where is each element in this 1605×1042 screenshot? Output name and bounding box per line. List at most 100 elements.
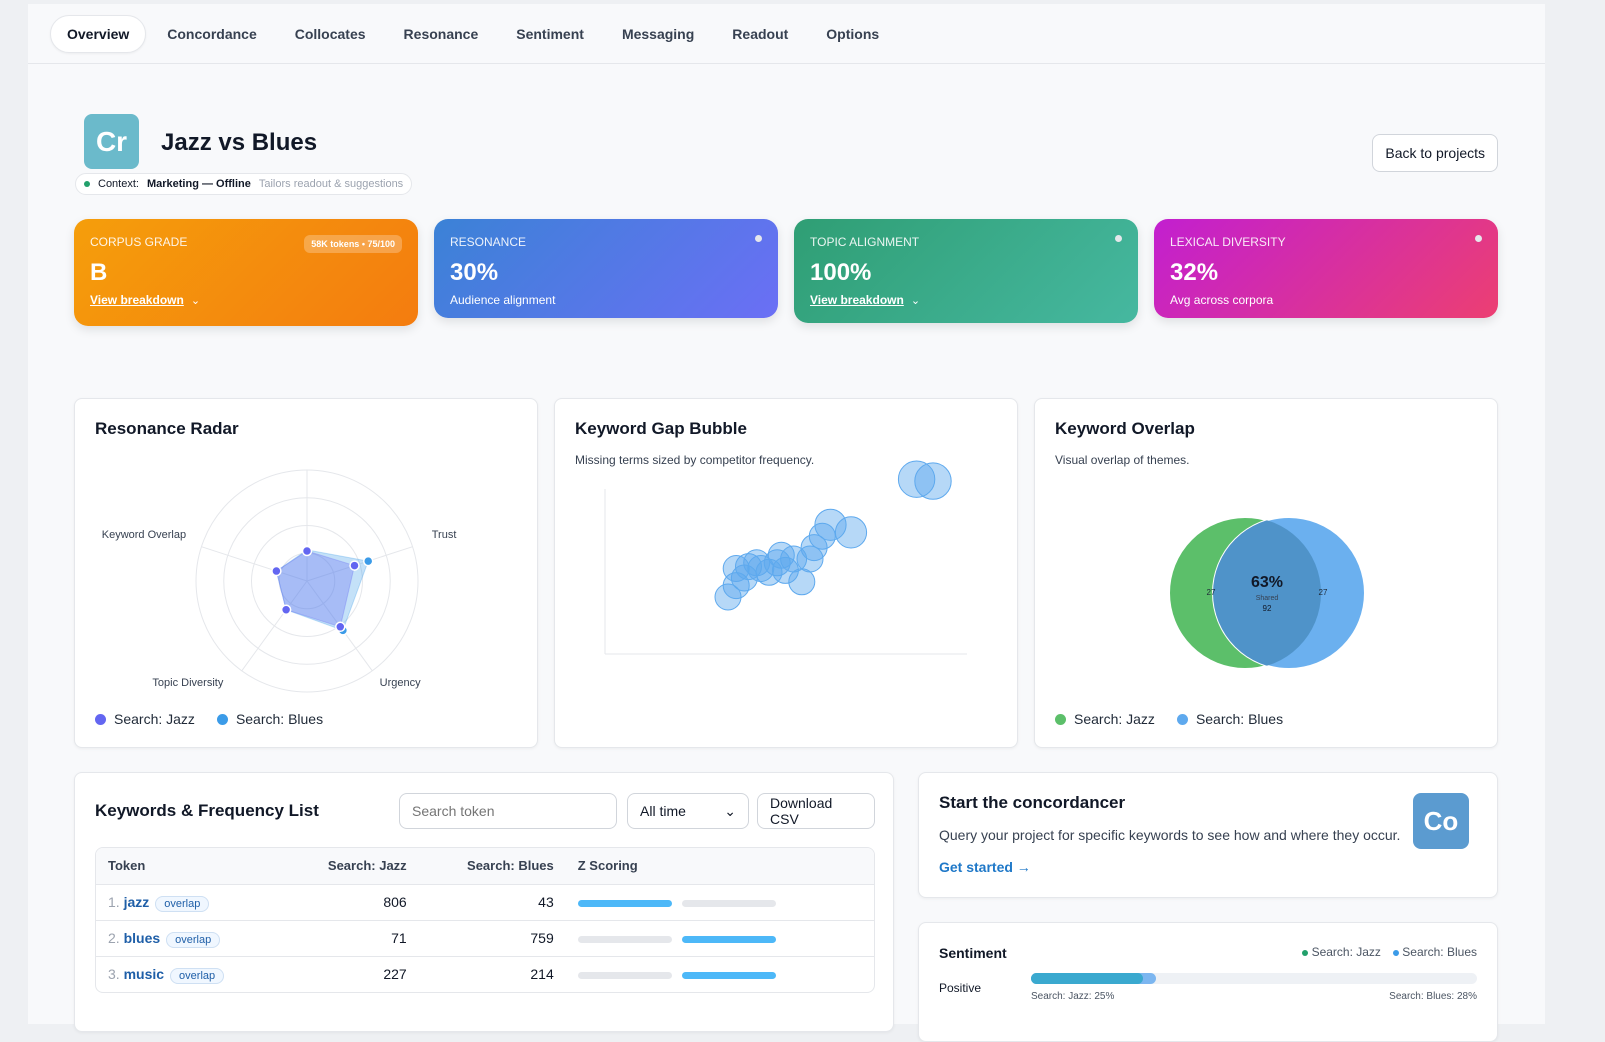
view-breakdown-link[interactable]: View breakdown (90, 293, 184, 307)
z-score-cell (565, 883, 874, 920)
sentiment-card: Sentiment Search: Jazz Search: Blues Pos… (918, 922, 1498, 1042)
radar-card: Resonance Radar Trust Urgency Topic Divers… (74, 398, 538, 748)
kpi-badge: 58K tokens • 75/100 (304, 235, 402, 253)
chevron-down-icon: ⌄ (907, 295, 921, 307)
radar-chart: Trust Urgency Topic Diversity Keyword Overl… (102, 469, 457, 693)
tab-collocates[interactable]: Collocates (294, 25, 366, 42)
radar-point (301, 545, 313, 557)
kpi-subtitle: Avg across corpora (1170, 293, 1274, 307)
bubble-point (897, 460, 936, 498)
bubble-point (834, 516, 868, 549)
venn-title: Keyword Overlap (1055, 419, 1195, 438)
sentiment-row-label: Positive (939, 981, 982, 995)
radar-point (362, 555, 374, 567)
venn-intersection (1213, 517, 1321, 669)
radar-axis-label: Urgency (380, 677, 421, 689)
radar-area-1 (275, 549, 369, 632)
tab-sentiment[interactable]: Sentiment (516, 25, 584, 42)
z-score-bar (681, 935, 776, 943)
token-link[interactable]: jazz (123, 894, 150, 910)
info-dot-icon (1475, 235, 1482, 242)
page: Overview Concordance Collocates Resonance Se… (28, 4, 1545, 1042)
table-row: 1. jazz overlap 806 43 (96, 883, 874, 920)
time-range-value: All time (640, 803, 686, 819)
radar-axis-label: Topic Diversity (152, 677, 223, 689)
tab-options[interactable]: Options (826, 25, 880, 42)
concordancer-card: Start the concordancer Query your projec… (918, 772, 1498, 898)
bubble-point (763, 549, 791, 577)
context-hint: Tailors readout & suggestions (258, 178, 404, 190)
venn-card: Keyword Overlap Visual overlap of themes… (1034, 398, 1498, 748)
radar-axis-label: Trust (432, 529, 457, 541)
search-token-input[interactable] (399, 793, 617, 829)
tab-resonance[interactable]: Resonance (403, 25, 479, 42)
bubble-point (722, 572, 750, 600)
concordancer-logo: Co (1413, 793, 1469, 849)
radar-area-0 (275, 550, 356, 628)
page-title: Jazz vs Blues (161, 129, 318, 156)
row-index: 1. (108, 894, 120, 910)
overlap-badge: overlap (155, 896, 210, 912)
kpi-label: RESONANCE (450, 235, 527, 249)
context-pill[interactable]: Context: Marketing — Offline Tailors reado… (75, 173, 413, 195)
radar-axis (306, 546, 413, 582)
column-header: Token (96, 848, 283, 884)
chevron-down-icon: ⌄ (187, 295, 201, 307)
bubble-point (735, 553, 762, 581)
z-score-cell (565, 955, 874, 992)
token-link[interactable]: music (123, 966, 165, 983)
legend-swatch (1055, 714, 1066, 725)
bubble-point (814, 508, 847, 541)
tab-messaging[interactable]: Messaging (621, 25, 695, 42)
z-score-bar (577, 899, 672, 907)
radar-point (271, 565, 282, 577)
jazz-count: 806 (282, 883, 419, 920)
view-breakdown-link[interactable]: View breakdown (810, 293, 904, 307)
keywords-title: Keywords & Frequency List (95, 801, 319, 820)
bubble-point (714, 583, 742, 611)
bubble-point (767, 541, 795, 569)
kpi-value: B (90, 259, 108, 286)
download-csv-button[interactable]: Download CSV (757, 793, 875, 829)
chevron-down-icon: ⌄ (724, 802, 736, 819)
legend-item: Search: Jazz (95, 711, 195, 727)
bubble-point (788, 568, 816, 596)
keywords-card: Keywords & Frequency List All time ⌄ Down… (74, 772, 894, 1032)
sentiment-track (1031, 973, 1477, 984)
kpi-card-corpus-grade: CORPUS GRADE B View breakdown ⌄ 58K tokens … (74, 219, 418, 326)
legend-item: Search: Blues (1176, 711, 1283, 727)
legend-item: Search: Jazz (1055, 711, 1155, 727)
context-label: Context: (98, 178, 139, 190)
legend-jazz: Search: Jazz (1302, 945, 1381, 959)
keywords-table: Token Search: Jazz Search: Blues Z Scoring 1… (95, 847, 875, 993)
status-dot-icon (84, 181, 90, 187)
kpi-value: 30% (450, 259, 499, 286)
time-range-select[interactable]: All time ⌄ (627, 793, 749, 829)
kpi-card-lexical-diversity: LEXICAL DIVERSITY 32% Avg across corpora (1154, 219, 1498, 318)
context-value: Marketing — Offline (146, 178, 251, 190)
back-to-projects-button[interactable]: Back to projects (1372, 134, 1498, 172)
radar-axis-label: Keyword Overlap (102, 529, 186, 541)
bubble-point (747, 555, 775, 582)
sentiment-title: Sentiment (939, 945, 1007, 961)
legend-label: Search: Blues (235, 711, 324, 727)
bubble-point (914, 462, 952, 500)
bubble-point (796, 545, 824, 573)
tab-overview[interactable]: Overview (50, 14, 147, 53)
token-link[interactable]: blues (123, 930, 161, 946)
venn-shared-label: Shared (1256, 595, 1279, 602)
blues-count: 759 (418, 919, 566, 956)
tab-concordance[interactable]: Concordance (167, 25, 257, 42)
z-score-bar (681, 899, 776, 907)
blues-count: 214 (418, 955, 566, 992)
get-started-link[interactable]: Get started → (939, 859, 1031, 875)
legend-swatch (95, 714, 106, 725)
tab-readout[interactable]: Readout (732, 25, 789, 42)
radar-axis (201, 546, 308, 582)
column-header: Search: Blues (418, 848, 566, 884)
kpi-label: LEXICAL DIVERSITY (1170, 235, 1286, 249)
legend-item: Search: Blues (216, 711, 324, 727)
concord-text: Query your project for specific keywords… (939, 827, 1401, 843)
venn-left-count: 27 (1207, 588, 1216, 597)
column-header: Z Scoring (565, 848, 874, 884)
